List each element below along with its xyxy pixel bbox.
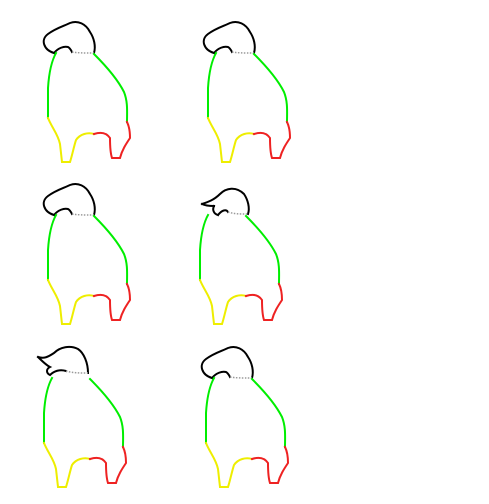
- sprite-frame-6: [200, 346, 290, 488]
- left-foot: [46, 278, 96, 325]
- body-left-outline: [199, 213, 210, 281]
- crest-marking: [229, 376, 253, 379]
- right-foot: [92, 282, 132, 321]
- sprite-frame-3: [42, 183, 132, 325]
- body-right-outline: [88, 377, 125, 449]
- sprite-frame-5: [36, 345, 128, 488]
- head-outline: [200, 346, 254, 380]
- right-foot: [92, 120, 132, 159]
- right-foot: [252, 120, 292, 159]
- crest-marking: [227, 211, 249, 215]
- body-right-outline: [92, 52, 129, 124]
- body-right-outline: [252, 52, 289, 124]
- left-foot: [42, 441, 92, 488]
- left-foot: [198, 278, 248, 325]
- body-right-outline: [92, 214, 129, 286]
- sprite-frame-2: [202, 21, 292, 163]
- head-outline: [200, 187, 250, 217]
- left-foot: [204, 441, 254, 488]
- left-foot: [206, 116, 256, 163]
- body-right-outline: [244, 214, 281, 286]
- body-left-outline: [207, 51, 218, 119]
- sprite-frame-1: [42, 21, 132, 163]
- right-foot: [244, 282, 284, 321]
- crest-marking: [71, 213, 95, 216]
- body-left-outline: [47, 51, 58, 119]
- body-left-outline: [47, 213, 58, 281]
- body-right-outline: [250, 377, 287, 449]
- head-outline: [36, 345, 90, 377]
- crest-marking: [71, 51, 95, 54]
- sprite-frame-4: [198, 187, 284, 325]
- left-foot: [46, 116, 96, 163]
- head-outline: [42, 183, 96, 217]
- right-foot: [250, 445, 290, 484]
- crest-marking: [65, 370, 89, 374]
- right-foot: [88, 445, 128, 484]
- body-left-outline: [43, 376, 54, 444]
- head-outline: [202, 21, 256, 55]
- crest-marking: [231, 51, 255, 54]
- body-left-outline: [205, 376, 216, 444]
- head-outline: [42, 21, 96, 55]
